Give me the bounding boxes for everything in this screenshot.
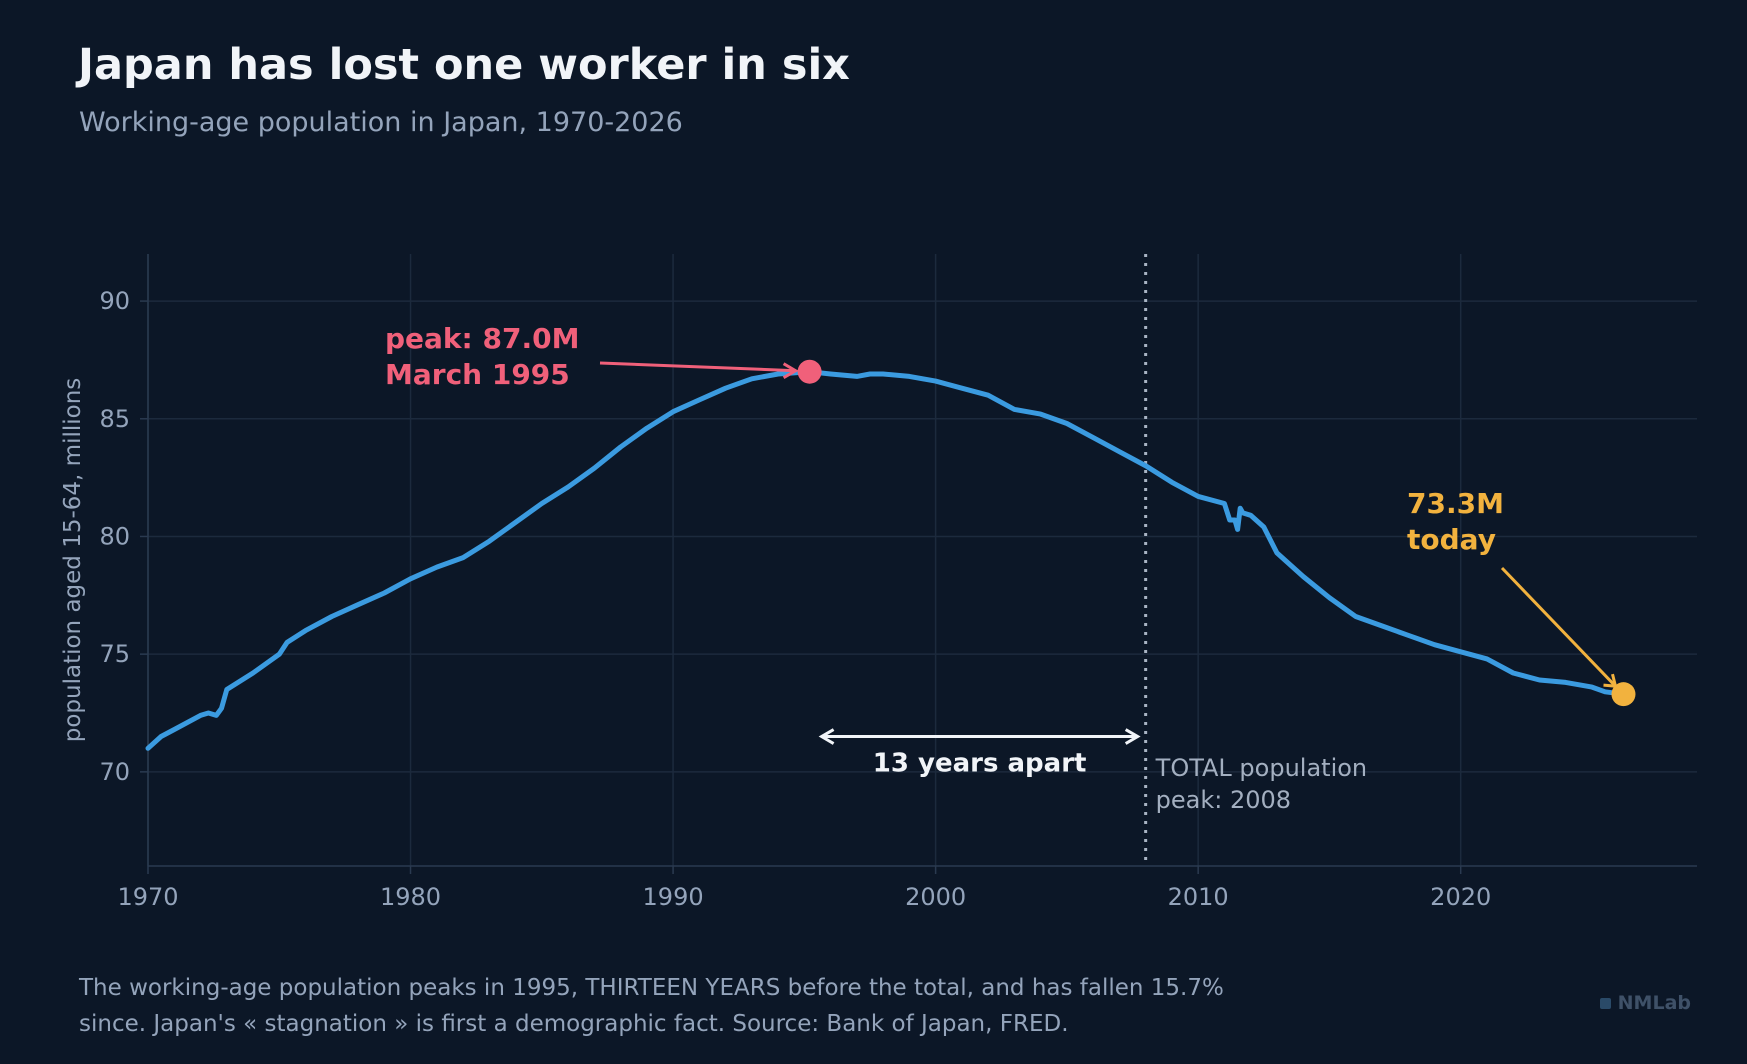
grid [147,254,1697,866]
latest-point [1611,682,1636,707]
peak-label-line1: peak: 87.0M [385,322,579,355]
peak-arrowhead [782,362,799,379]
chart-title: Japan has lost one worker in six [78,40,850,90]
footnote: The working-age population peaks in 1995… [79,970,1479,1042]
gap-arrowhead-right [1124,728,1141,745]
chart-subtitle: Working-age population in Japan, 1970-20… [79,107,683,138]
axes [147,254,1697,867]
brand-label: NMLab [1617,992,1691,1014]
footnote-line-1: The working-age population peaks in 1995… [79,975,1224,1001]
y-axis-label: population aged 15-64, millions [60,378,86,743]
y-tick-label-4: 90 [99,287,130,315]
y-tick-label-0: 70 [99,758,130,786]
total-peak-label-line1: TOTAL population [1155,754,1367,782]
x-tick-label-5: 2020 [1430,883,1491,911]
x-tick-label-4: 2010 [1168,883,1229,911]
latest-arrow [1500,566,1617,688]
y-tick-label-2: 80 [99,522,130,550]
peak-point [797,359,822,384]
y-tick-label-1: 75 [99,640,130,668]
total-peak-label-line2: peak: 2008 [1156,786,1291,814]
brand-square-icon [1599,997,1611,1009]
tick-labels: 1970 1980 1990 2000 2010 2020 70 75 80 85 90 [99,287,1491,911]
latest-label-line2: today [1407,523,1496,556]
y-tick-label-3: 85 [99,405,130,433]
gap-label: 13 years apart [873,749,1087,779]
gap-arrowhead-left [818,728,835,745]
peak-label-line2: March 1995 [385,358,570,391]
latest-label-line1: 73.3M [1407,487,1504,520]
x-tick-label-3: 2000 [905,883,966,911]
x-tick-label-1: 1980 [380,883,441,911]
x-tick-label-0: 1970 [117,883,178,911]
peak-arrow [599,361,796,373]
series-line-working-age [145,369,1626,751]
brand-mark: NMLab [1599,992,1691,1014]
x-tick-label-2: 1990 [643,883,704,911]
footnote-line-2: since. Japan's « stagnation » is first a… [79,1011,1069,1037]
